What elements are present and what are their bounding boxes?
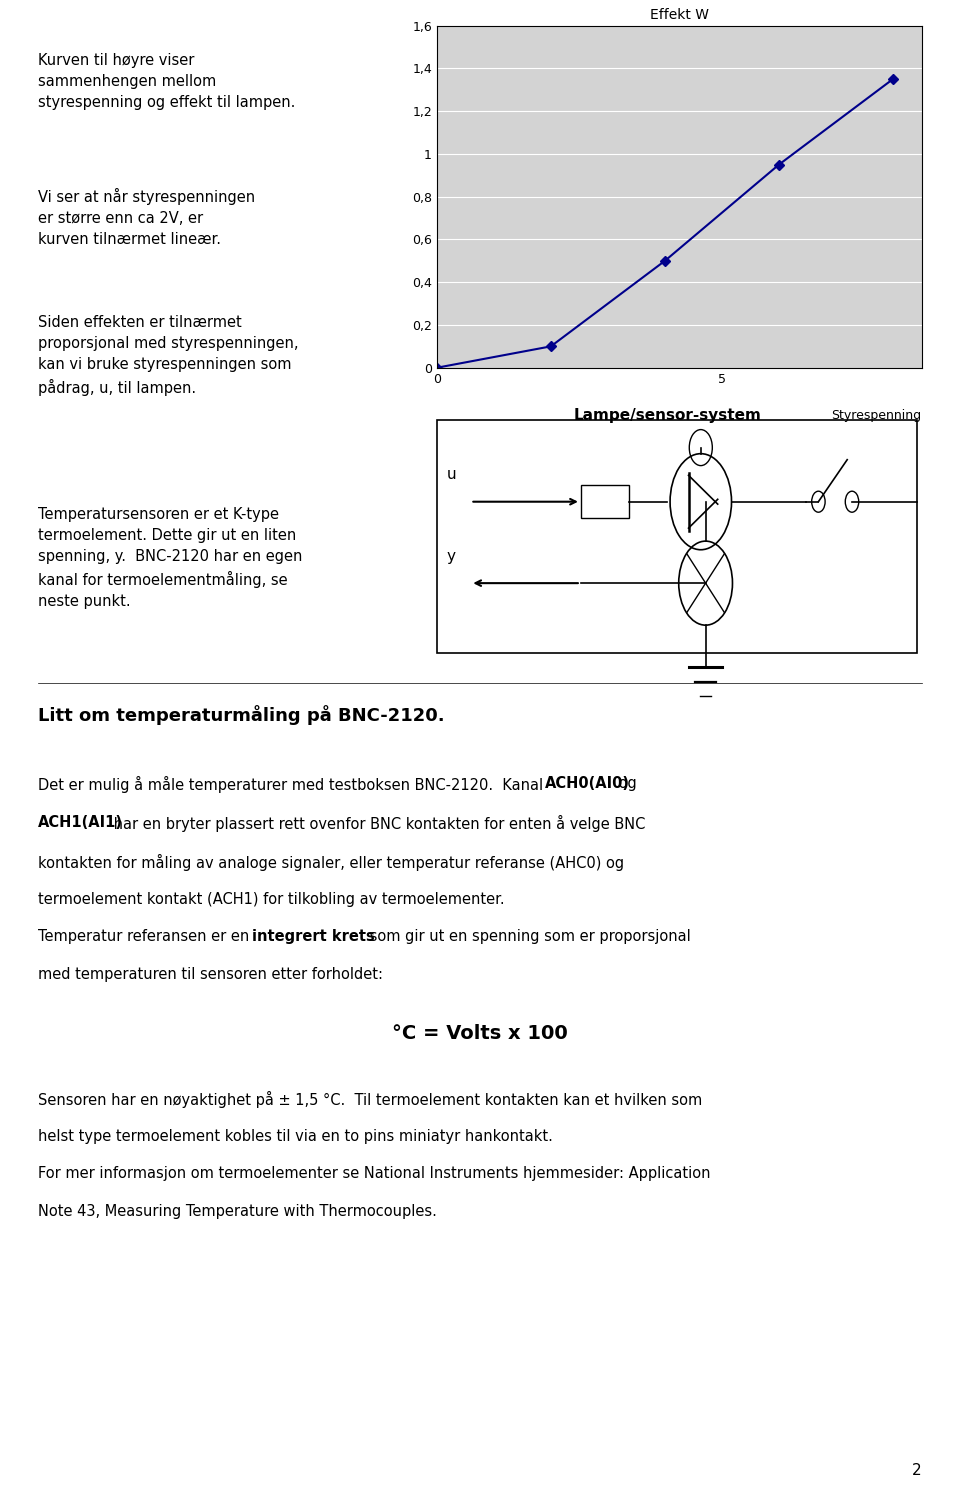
- Text: Styrespenning: Styrespenning: [831, 408, 922, 422]
- Text: helst type termoelement kobles til via en to pins miniatyr hankontakt.: helst type termoelement kobles til via e…: [38, 1129, 553, 1144]
- Text: y: y: [446, 549, 455, 564]
- Text: Sensoren har en nøyaktighet på ± 1,5 °C.  Til termoelement kontakten kan et hvil: Sensoren har en nøyaktighet på ± 1,5 °C.…: [38, 1091, 703, 1108]
- Text: termoelement kontakt (ACH1) for tilkobling av termoelementer.: termoelement kontakt (ACH1) for tilkobli…: [38, 892, 505, 907]
- Text: Siden effekten er tilnærmet
proporsjonal med styrespenningen,
kan vi bruke styre: Siden effekten er tilnærmet proporsjonal…: [38, 315, 299, 396]
- Text: u: u: [446, 467, 456, 482]
- Text: 2: 2: [912, 1463, 922, 1478]
- Text: integrert krets: integrert krets: [252, 929, 374, 944]
- Bar: [437, 420, 917, 653]
- Text: Vi ser at når styrespenningen
er større enn ca 2V, er
kurven tilnærmet lineær.: Vi ser at når styrespenningen er større …: [38, 188, 255, 246]
- Text: og: og: [614, 776, 637, 791]
- Text: ACH1(AI1): ACH1(AI1): [38, 815, 124, 830]
- Text: som gir ut en spenning som er proporsjonal: som gir ut en spenning som er proporsjon…: [365, 929, 690, 944]
- Text: har en bryter plassert rett ovenfor BNC kontakten for enten å velge BNC: har en bryter plassert rett ovenfor BNC …: [109, 815, 646, 832]
- Text: Litt om temperaturmåling på BNC-2120.: Litt om temperaturmåling på BNC-2120.: [38, 705, 445, 725]
- Text: Kurven til høyre viser
sammenhengen mellom
styrespenning og effekt til lampen.: Kurven til høyre viser sammenhengen mell…: [38, 53, 296, 110]
- Text: Note 43, Measuring Temperature with Thermocouples.: Note 43, Measuring Temperature with Ther…: [38, 1204, 437, 1219]
- Text: Lampe/sensor-system: Lampe/sensor-system: [573, 408, 761, 423]
- Text: kontakten for måling av analoge signaler, eller temperatur referanse (AHC0) og: kontakten for måling av analoge signaler…: [38, 854, 625, 871]
- Text: For mer informasjon om termoelementer se National Instruments hjemmesider: Appli: For mer informasjon om termoelementer se…: [38, 1166, 711, 1181]
- Bar: [581, 485, 629, 518]
- Title: Effekt W: Effekt W: [650, 8, 708, 21]
- Text: med temperaturen til sensoren etter forholdet:: med temperaturen til sensoren etter forh…: [38, 967, 383, 982]
- Text: Temperatursensoren er et K-type
termoelement. Dette gir ut en liten
spenning, y.: Temperatursensoren er et K-type termoele…: [38, 507, 302, 609]
- Text: Det er mulig å måle temperaturer med testboksen BNC-2120.  Kanal: Det er mulig å måle temperaturer med tes…: [38, 776, 548, 793]
- Text: °C = Volts x 100: °C = Volts x 100: [392, 1024, 568, 1043]
- Text: Temperatur referansen er en: Temperatur referansen er en: [38, 929, 254, 944]
- Text: ACH0(AI0): ACH0(AI0): [545, 776, 631, 791]
